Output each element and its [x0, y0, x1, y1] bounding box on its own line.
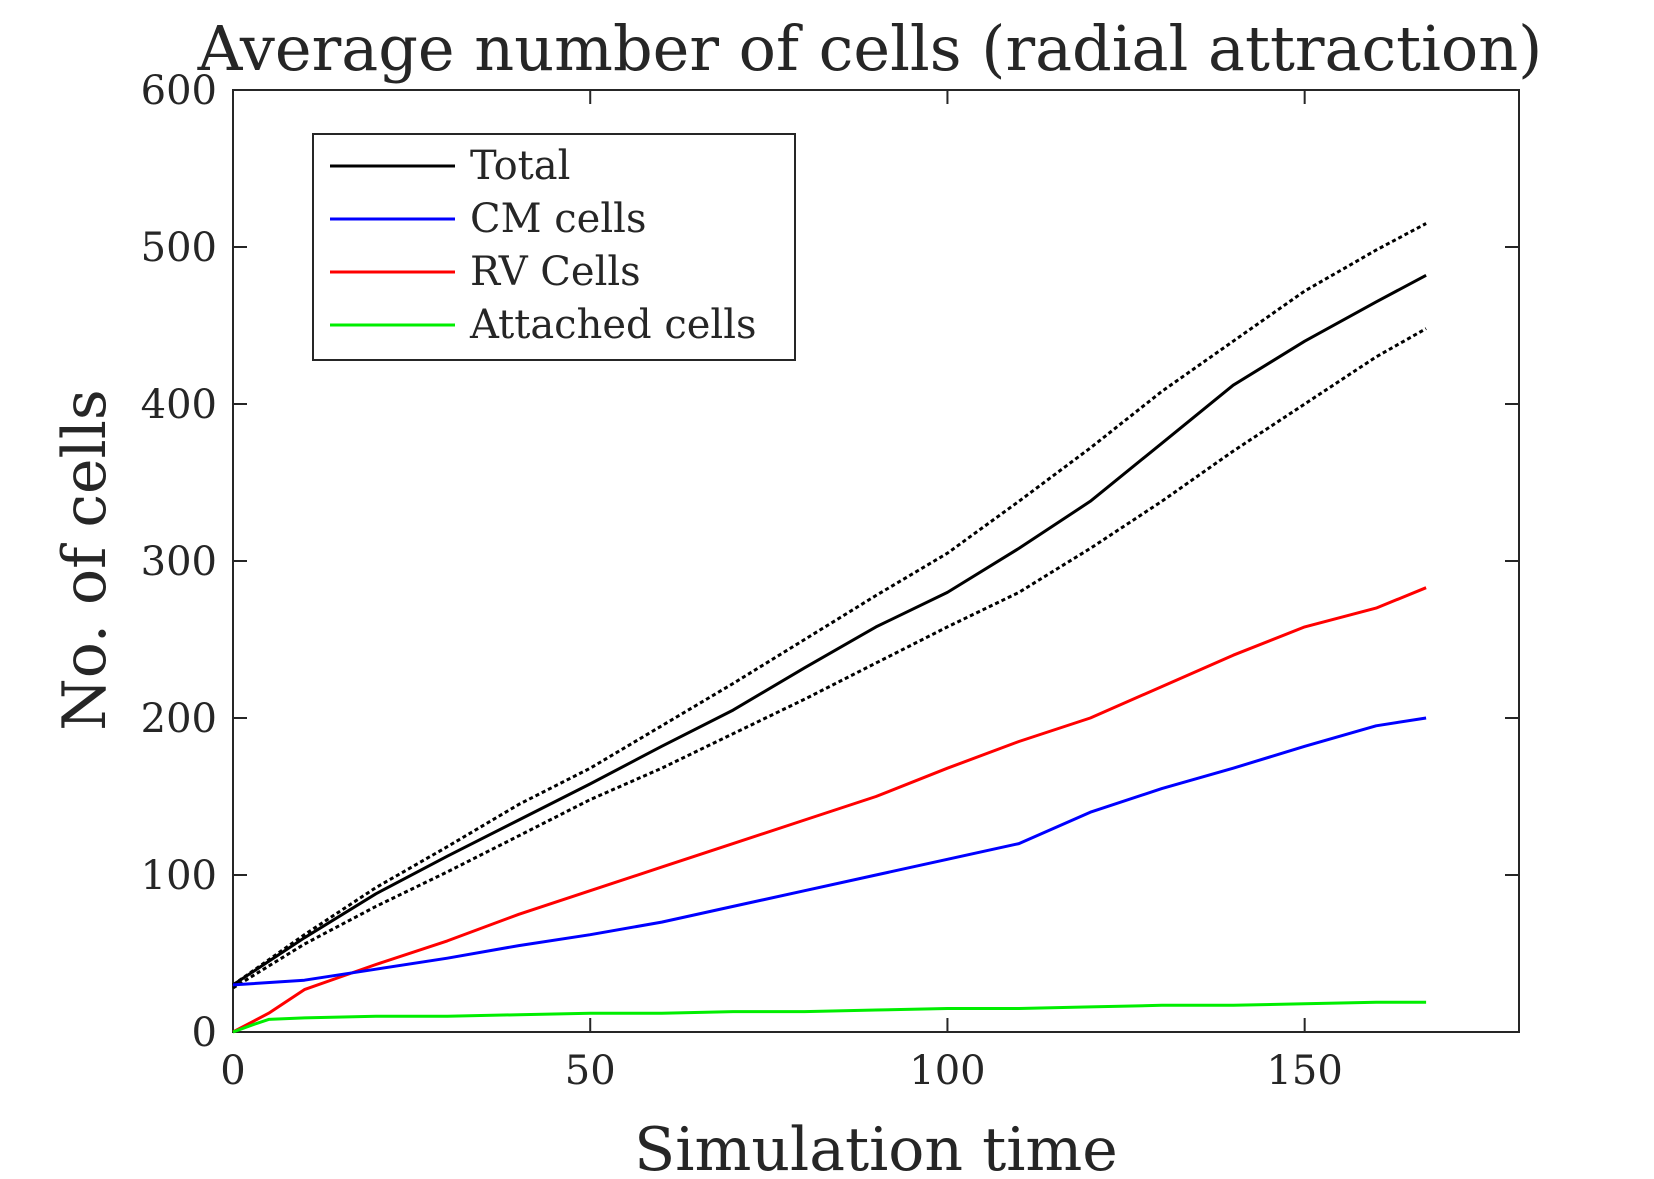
legend-entry: Total [470, 143, 570, 189]
x-tick-label: 150 [1266, 1048, 1342, 1094]
y-tick-label: 400 [141, 382, 217, 428]
y-tick-label: 600 [141, 68, 217, 114]
confidence-bound-line [232, 327, 1427, 990]
y-tick-label: 500 [141, 225, 217, 271]
legend-entry: RV Cells [470, 249, 641, 295]
series-line-cm-cells [232, 716, 1427, 987]
x-tick-label: 50 [565, 1048, 616, 1094]
legend-entry: Attached cells [469, 302, 757, 348]
y-tick-labels: 0 100 200 300 400 500 600 [141, 68, 217, 1056]
axis-ticks [232, 89, 1519, 1033]
legend: Total CM cells RV Cells Attached cells [312, 133, 796, 361]
series-line-attached-cells [232, 1000, 1427, 1034]
y-tick-label: 0 [192, 1010, 217, 1056]
x-tick-label: 100 [909, 1048, 985, 1094]
x-tick-labels: 0 50 100 150 [220, 1048, 1343, 1094]
y-tick-label: 100 [141, 853, 217, 899]
chart-title: Average number of cells (radial attracti… [197, 12, 1543, 85]
legend-box [312, 133, 796, 361]
plot-area [232, 89, 1520, 1034]
confidence-bound-line [232, 222, 1427, 987]
legend-entry: CM cells [470, 196, 646, 242]
legend-items: Total CM cells RV Cells Attached cells [330, 143, 757, 348]
y-tick-label: 300 [141, 539, 217, 585]
series-lines [232, 222, 1427, 1034]
x-axis-label: Simulation time [634, 1115, 1118, 1179]
y-axis-label: No. of cells [50, 389, 120, 730]
x-tick-label: 0 [220, 1048, 245, 1094]
y-tick-label: 200 [141, 696, 217, 742]
series-line-total [232, 273, 1427, 987]
